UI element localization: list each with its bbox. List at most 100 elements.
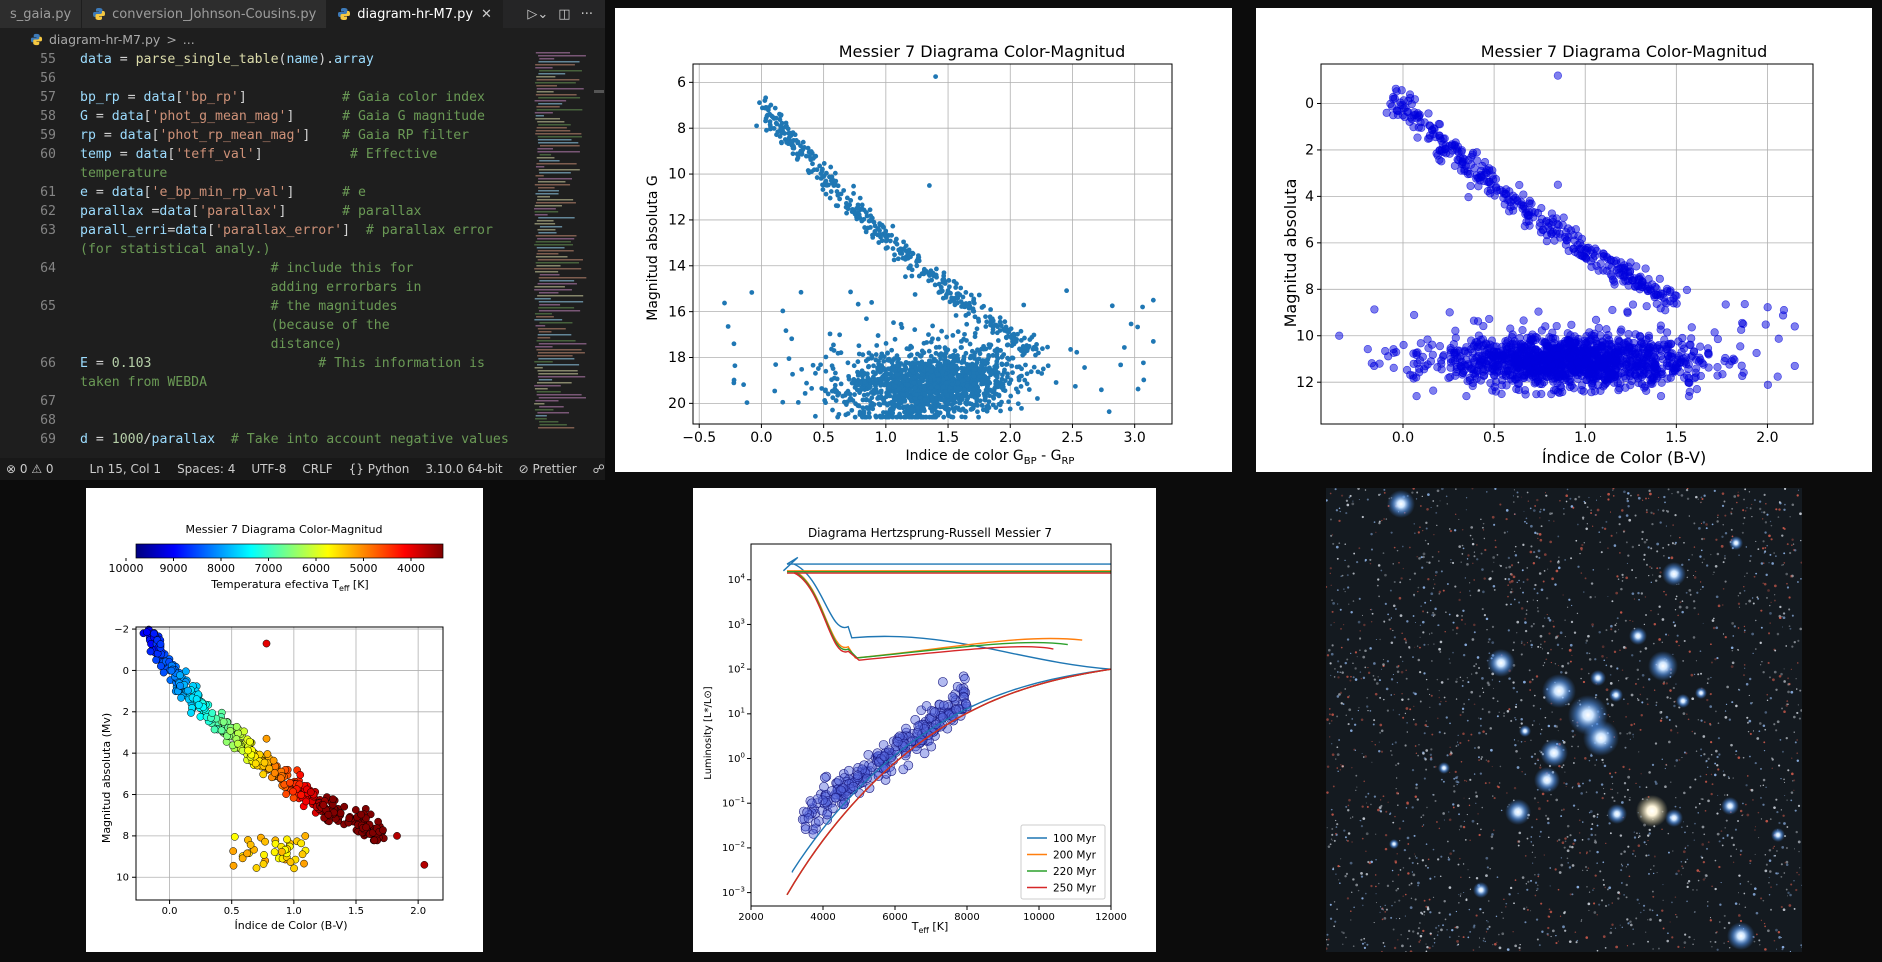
- data-point: [1689, 347, 1699, 356]
- code-line[interactable]: 62 parallax =data['parallax'] # parallax: [0, 202, 530, 221]
- data-point: [984, 408, 990, 414]
- data-point: [960, 369, 965, 374]
- line-code: # include this for: [270, 261, 414, 276]
- x-axis-label: Índice de Color (B-V): [234, 919, 347, 932]
- formatter[interactable]: ⊘ Prettier: [518, 462, 577, 476]
- data-point: [971, 381, 977, 387]
- breadcrumb-file[interactable]: diagram-hr-M7.py: [49, 31, 161, 47]
- data-point: [965, 395, 971, 401]
- code-line[interactable]: 60 temp = data['teff_val'] # Effective: [0, 145, 530, 164]
- code-line[interactable]: 55 data = parse_single_table(name).array: [0, 50, 530, 69]
- code-line[interactable]: 59 rp = data['phot_rp_mean_mag'] # Gaia R…: [0, 126, 530, 145]
- split-editor-icon[interactable]: ◫: [558, 6, 571, 22]
- data-point: [878, 388, 884, 394]
- code-line[interactable]: 65 # the magnitudes: [0, 297, 530, 316]
- code-line[interactable]: (because of the: [0, 316, 530, 335]
- breadcrumb-symbol[interactable]: ...: [182, 31, 195, 47]
- legend-label: 200 Myr: [1053, 850, 1097, 862]
- data-point: [1402, 365, 1412, 375]
- data-point: [946, 413, 951, 419]
- data-point: [833, 370, 838, 376]
- data-point: [969, 390, 975, 396]
- encoding[interactable]: UTF-8: [251, 462, 287, 476]
- code-area[interactable]: 55 data = parse_single_table(name).array 5…: [0, 50, 530, 456]
- code-line[interactable]: 61 e = data['e_bp_min_rp_val'] # e: [0, 183, 530, 202]
- code-line[interactable]: temperature: [0, 164, 530, 183]
- data-point: [964, 383, 970, 389]
- feedback-icon[interactable]: ☍: [592, 462, 605, 476]
- data-point: [1525, 365, 1534, 374]
- data-point: [1403, 107, 1412, 116]
- data-point: [1488, 386, 1497, 395]
- data-point: [872, 229, 878, 234]
- data-point: [1039, 371, 1045, 376]
- data-point: [1409, 349, 1418, 358]
- code-line[interactable]: 64 # include this for: [0, 259, 530, 278]
- data-point: [300, 859, 308, 868]
- code-line[interactable]: 68: [0, 411, 530, 430]
- data-point: [1774, 334, 1783, 343]
- data-point: [967, 355, 973, 361]
- star: [1648, 651, 1678, 681]
- code-line[interactable]: taken from WEBDA: [0, 373, 530, 392]
- data-point: [798, 806, 809, 817]
- code-line[interactable]: 67: [0, 392, 530, 411]
- data-point: [1035, 396, 1040, 401]
- colorbar-tick-label: 4000: [397, 562, 425, 575]
- data-point: [772, 105, 778, 111]
- code-line[interactable]: 58 G = data['phot_g_mean_mag'] # Gaia G m…: [0, 107, 530, 126]
- language-mode[interactable]: {} Python: [348, 462, 410, 476]
- data-point: [909, 273, 915, 279]
- data-point: [873, 352, 879, 357]
- close-icon[interactable]: ✕: [481, 6, 492, 22]
- y-tick-label: −2: [114, 624, 129, 635]
- data-point: [1660, 335, 1669, 344]
- indentation[interactable]: Spaces: 4: [177, 462, 236, 476]
- data-point: [1452, 348, 1461, 357]
- code-line[interactable]: 63 parall_erri=data['parallax_error'] # p…: [0, 221, 530, 240]
- x-tick-label: 1.0: [875, 430, 897, 446]
- line-ending[interactable]: CRLF: [302, 462, 333, 476]
- code-line[interactable]: 69 d = 1000/parallax # Take into account …: [0, 430, 530, 449]
- data-point: [852, 772, 863, 783]
- tab-s-gaia[interactable]: s_gaia.py: [0, 0, 83, 28]
- legend-label: 100 Myr: [1053, 833, 1097, 845]
- data-point: [909, 376, 915, 382]
- scatter-points: [1335, 71, 1799, 401]
- more-actions-icon[interactable]: ···: [580, 6, 593, 22]
- data-point: [1016, 375, 1022, 380]
- data-point: [1447, 141, 1456, 150]
- data-point: [912, 414, 918, 420]
- data-point: [1773, 372, 1782, 381]
- code-line[interactable]: 66 E = 0.103 # This information is: [0, 354, 530, 373]
- data-point: [1445, 308, 1454, 317]
- problems-indicator[interactable]: ⊗ 0 ⚠ 0: [6, 462, 54, 476]
- data-point: [1635, 353, 1644, 362]
- data-point: [832, 170, 838, 176]
- data-point: [866, 762, 877, 772]
- data-point: [1604, 261, 1613, 270]
- data-point: [931, 414, 937, 420]
- code-line[interactable]: 56: [0, 69, 530, 88]
- tab-conversion-johnson-cousins[interactable]: conversion_Johnson-Cousins.py: [82, 0, 328, 28]
- minimap[interactable]: [530, 50, 590, 450]
- data-point: [1415, 356, 1425, 365]
- code-line[interactable]: 57 bp_rp = data['bp_rp'] # Gaia color ind…: [0, 88, 530, 107]
- data-point: [955, 386, 961, 391]
- data-point: [1367, 359, 1376, 368]
- data-point: [971, 296, 977, 302]
- code-line[interactable]: adding errorbars in: [0, 278, 530, 297]
- vertical-scrollbar[interactable]: [592, 50, 604, 456]
- x-tick-label: 2.0: [999, 430, 1021, 446]
- y-axis-label: Magnitud absoluta: [1281, 179, 1300, 328]
- data-point: [234, 739, 242, 748]
- cursor-position[interactable]: Ln 15, Col 1: [89, 462, 162, 476]
- data-point: [290, 864, 298, 873]
- data-point: [895, 256, 901, 262]
- interpreter[interactable]: 3.10.0 64-bit: [425, 462, 503, 476]
- code-line[interactable]: (for statistical analy.): [0, 240, 530, 259]
- run-icon[interactable]: ▷⌄: [527, 6, 549, 22]
- tab-diagram-hr-m7[interactable]: diagram-hr-M7.py ✕: [327, 0, 503, 28]
- code-line[interactable]: distance): [0, 335, 530, 354]
- data-point: [184, 686, 192, 695]
